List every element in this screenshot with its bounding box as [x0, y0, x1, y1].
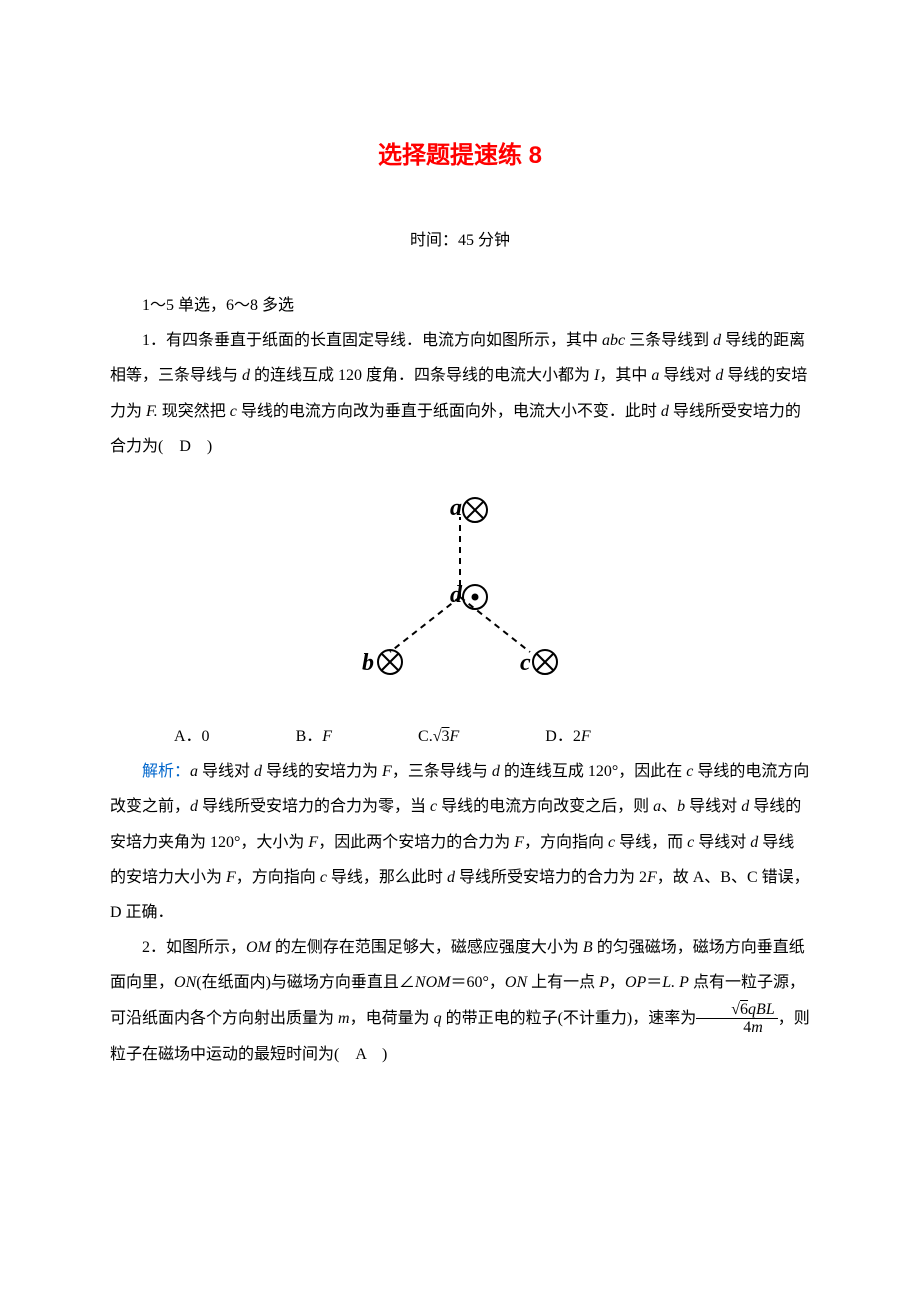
label-d: d	[450, 582, 463, 608]
q1-opt-d: D．2F	[513, 719, 590, 754]
q1-analysis: 解析：a 导线对 d 导线的安培力为 F，三条导线与 d 的连线互成 120°，…	[110, 754, 810, 930]
q1-text: 1．有四条垂直于纸面的长直固定导线．电流方向如图所示，其中 abc 三条导线到 …	[110, 323, 810, 464]
q1-var-d4: d	[661, 403, 669, 420]
label-a: a	[450, 495, 462, 521]
wires-diagram-svg: a d b c	[320, 482, 600, 692]
q1-options: A．0 B．F C.√3F D．2F	[110, 719, 810, 754]
page-title: 选择题提速练 8	[110, 130, 810, 183]
q1-var-abc: abc	[602, 332, 625, 349]
q1-opt-b: B．F	[264, 719, 332, 754]
wire-d-dot	[472, 593, 479, 600]
q1-t6: 导线对	[659, 367, 715, 384]
analysis-label: 解析：	[142, 763, 190, 780]
q1-t8: 现突然把	[158, 403, 230, 420]
page: 选择题提速练 8 时间：45 分钟 1～5 单选，6～8 多选 1．有四条垂直于…	[0, 0, 920, 1302]
q1-t9: 导线的电流方向改为垂直于纸面向外，电流大小不变．此时	[237, 403, 661, 420]
q1-opt-c: C.√3F	[386, 719, 459, 754]
q1-t4: 的连线互成 120 度角．四条导线的电流大小都为	[250, 367, 594, 384]
time-limit: 时间：45 分钟	[110, 223, 810, 258]
label-c: c	[520, 650, 531, 676]
q1-var-F: F.	[146, 403, 158, 420]
instruction: 1～5 单选，6～8 多选	[110, 288, 810, 323]
q1-var-c: c	[230, 403, 237, 420]
label-b: b	[362, 650, 374, 676]
q1-var-d2: d	[242, 367, 250, 384]
fraction: √6qBL4m	[696, 1001, 777, 1037]
q1-t1: 1．有四条垂直于纸面的长直固定导线．电流方向如图所示，其中	[142, 332, 602, 349]
q1-opt-a: A．0	[142, 719, 210, 754]
q1-diagram: a d b c	[110, 482, 810, 705]
q2-text: 2．如图所示，OM 的左侧存在范围足够大，磁感应强度大小为 B 的匀强磁场，磁场…	[110, 930, 810, 1072]
q1-var-d1: d	[713, 332, 721, 349]
q1-t2: 三条导线到	[625, 332, 713, 349]
q1-t5: ，其中	[599, 367, 651, 384]
line-cd	[460, 597, 530, 652]
